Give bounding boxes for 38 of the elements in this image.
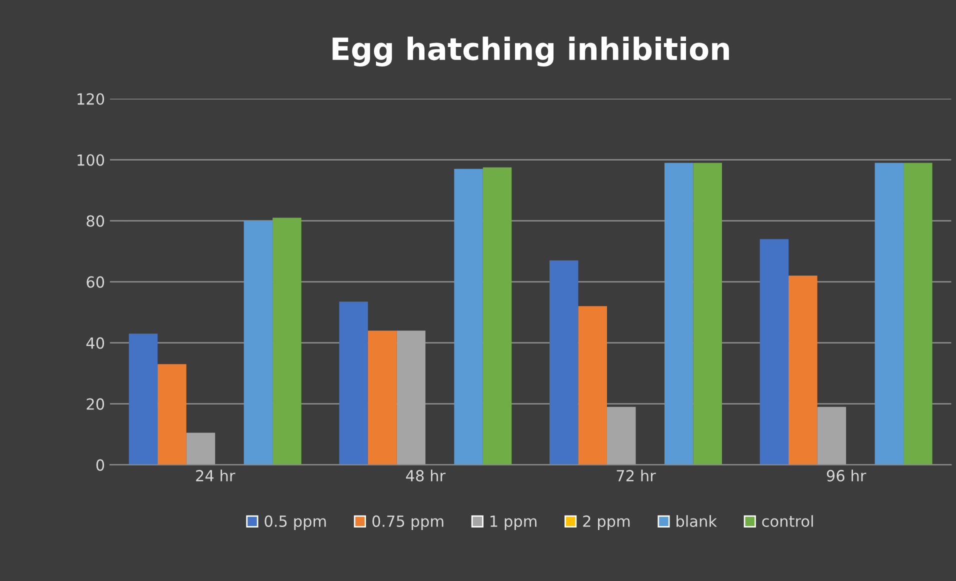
y-tick-label: 40 (86, 337, 104, 349)
bar (664, 162, 694, 465)
bar (606, 406, 636, 465)
bar (368, 330, 397, 465)
x-tick-label: 24 hr (196, 470, 236, 482)
x-tick-label: 72 hr (616, 470, 656, 482)
bar (482, 167, 512, 465)
y-tick-label: 120 (78, 93, 104, 105)
x-tick-label: 48 hr (406, 470, 446, 482)
bar (817, 406, 846, 465)
y-tick-label: 60 (86, 276, 104, 288)
bar (454, 168, 483, 465)
y-tick-label: 0 (96, 459, 104, 471)
bar (788, 276, 818, 465)
legend-label: 2 ppm (583, 515, 630, 530)
legend-label: 0.5 ppm (264, 515, 326, 530)
bar (158, 364, 186, 465)
bar (244, 220, 273, 465)
bar (550, 260, 578, 465)
legend-label: blank (676, 515, 717, 527)
x-tick-label: 96 hr (826, 470, 866, 482)
bar (760, 239, 789, 465)
y-tick-label: 20 (86, 398, 104, 410)
y-tick-label: 100 (78, 154, 104, 166)
legend-label: 0.75 ppm (372, 515, 444, 530)
bar (186, 432, 216, 465)
bar (578, 306, 607, 465)
chart-title: Egg hatching inhibition (332, 36, 729, 66)
bar (128, 334, 158, 465)
bar (272, 218, 302, 465)
bar (339, 302, 368, 465)
bar (396, 330, 426, 465)
legend-label: control (762, 515, 813, 527)
bar (693, 162, 722, 465)
y-tick-label: 80 (86, 215, 104, 227)
bar (904, 162, 932, 465)
bar (874, 162, 904, 465)
legend-label: 1 ppm (490, 516, 536, 530)
